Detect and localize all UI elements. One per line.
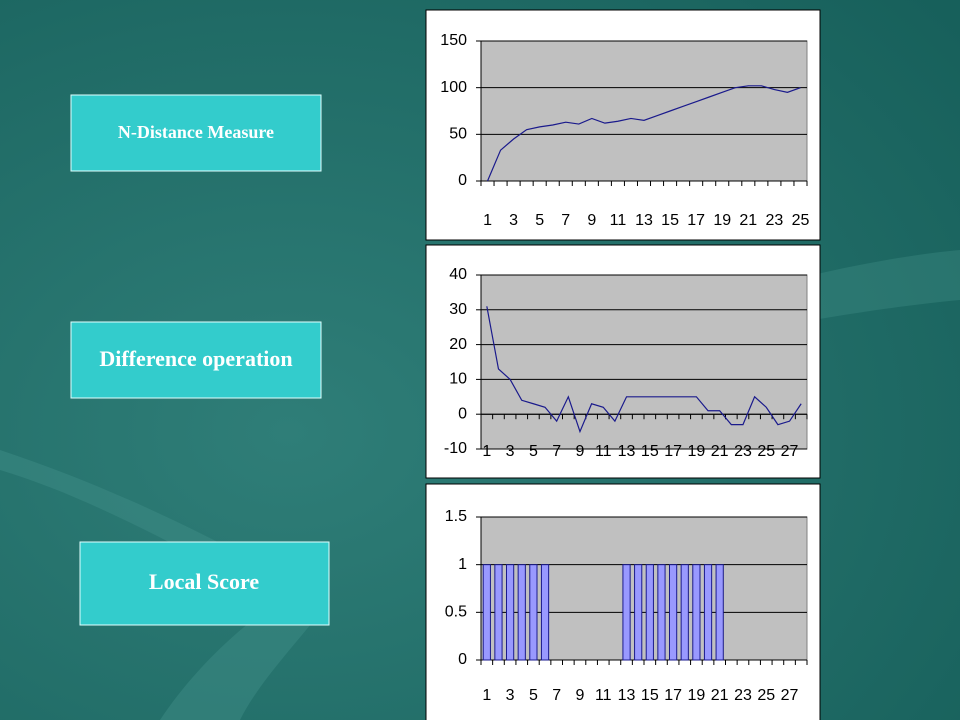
x-tick-label: 9	[576, 687, 585, 704]
x-tick-label: 5	[529, 443, 538, 460]
x-tick-label: 9	[587, 212, 596, 229]
x-tick-label: 1	[482, 443, 491, 460]
line	[486, 306, 802, 434]
x-tick-label: 15	[661, 212, 679, 229]
x-tick-label: 13	[635, 212, 653, 229]
x-tick-label: 15	[641, 687, 659, 704]
y-tick-label: 1	[458, 556, 467, 573]
bar	[622, 564, 631, 661]
y-tick-label: 40	[449, 266, 467, 283]
bar	[540, 564, 550, 661]
bar	[692, 564, 701, 661]
line	[486, 85, 801, 182]
x-tick-label: 17	[664, 687, 682, 704]
bar	[657, 564, 666, 661]
bar	[517, 564, 526, 661]
y-tick-label: 0.5	[445, 604, 467, 621]
label-box	[79, 541, 330, 626]
y-tick-label: 150	[440, 32, 467, 49]
plot-area	[480, 40, 808, 182]
bar	[482, 564, 491, 661]
bar	[505, 564, 515, 661]
y-tick-label: 0	[458, 651, 467, 668]
y-tick-label: 50	[449, 126, 467, 143]
label-box	[70, 94, 322, 172]
y-tick-label: 0	[458, 405, 467, 422]
bar	[494, 564, 503, 661]
x-tick-label: 7	[561, 212, 570, 229]
x-tick-label: 25	[792, 212, 810, 229]
x-tick-label: 23	[734, 443, 752, 460]
x-tick-label: 11	[595, 443, 612, 460]
x-tick-label: 27	[781, 687, 799, 704]
decoration	[0, 450, 330, 720]
x-tick-label: 23	[734, 687, 752, 704]
bar	[529, 564, 538, 661]
plot-area	[480, 274, 808, 450]
x-tick-label: 11	[610, 212, 627, 229]
bar	[680, 564, 689, 661]
y-tick-label: 0	[458, 172, 467, 189]
x-tick-label: 23	[766, 212, 784, 229]
x-tick-label: 13	[618, 443, 636, 460]
x-tick-label: 1	[482, 687, 491, 704]
y-tick-label: -10	[444, 440, 467, 457]
x-tick-label: 3	[506, 443, 515, 460]
x-tick-label: 21	[711, 443, 729, 460]
x-tick-label: 17	[664, 443, 682, 460]
y-tick-label: 1.5	[445, 508, 467, 525]
x-tick-label: 11	[595, 687, 612, 704]
y-tick-label: 100	[440, 79, 467, 96]
x-tick-label: 27	[781, 443, 799, 460]
label-box	[70, 321, 322, 399]
chart-title: N-Distance Measure	[118, 122, 274, 142]
x-tick-label: 19	[687, 443, 705, 460]
bar	[703, 564, 713, 661]
x-tick-label: 5	[535, 212, 544, 229]
x-tick-label: 13	[618, 687, 636, 704]
bar	[668, 564, 678, 661]
x-tick-label: 25	[757, 443, 775, 460]
x-tick-label: 3	[509, 212, 518, 229]
x-tick-label: 7	[552, 443, 561, 460]
y-tick-label: 10	[449, 371, 467, 388]
chart-title: Difference operation	[99, 346, 292, 371]
x-tick-label: 19	[713, 212, 731, 229]
x-tick-label: 25	[757, 687, 775, 704]
y-tick-label: 30	[449, 301, 467, 318]
bar	[645, 564, 654, 661]
x-tick-label: 3	[506, 687, 515, 704]
x-tick-label: 17	[687, 212, 705, 229]
x-tick-label: 5	[529, 687, 538, 704]
chart-title: Local Score	[149, 569, 259, 594]
x-tick-label: 1	[483, 212, 492, 229]
x-tick-label: 7	[552, 687, 561, 704]
x-tick-label: 21	[711, 687, 729, 704]
y-tick-label: 20	[449, 336, 467, 353]
bar	[634, 564, 643, 661]
bar	[715, 564, 724, 661]
x-tick-label: 21	[739, 212, 757, 229]
x-tick-label: 9	[576, 443, 585, 460]
x-tick-label: 19	[687, 687, 705, 704]
x-tick-label: 15	[641, 443, 659, 460]
